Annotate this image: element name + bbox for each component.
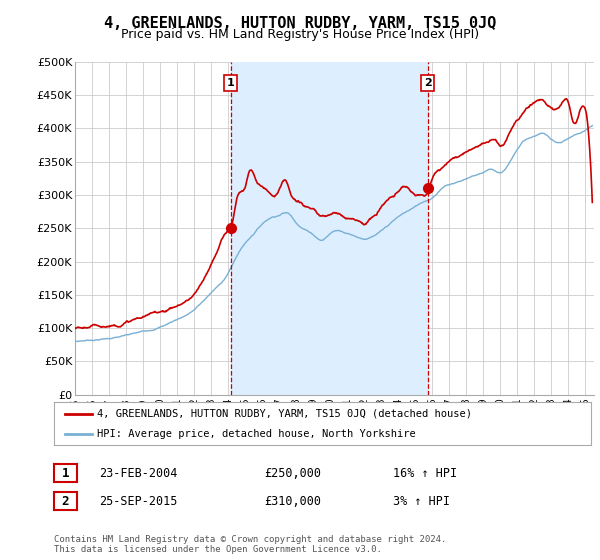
- Text: 23-FEB-2004: 23-FEB-2004: [99, 466, 178, 480]
- Bar: [230, 62, 428, 395]
- Text: 25-SEP-2015: 25-SEP-2015: [99, 494, 178, 508]
- Text: 1: 1: [227, 78, 235, 88]
- Text: Price paid vs. HM Land Registry's House Price Index (HPI): Price paid vs. HM Land Registry's House …: [121, 28, 479, 41]
- Text: 2: 2: [62, 494, 69, 508]
- Text: £310,000: £310,000: [264, 494, 321, 508]
- Text: Contains HM Land Registry data © Crown copyright and database right 2024.
This d: Contains HM Land Registry data © Crown c…: [54, 535, 446, 554]
- Text: 16% ↑ HPI: 16% ↑ HPI: [393, 466, 457, 480]
- Text: 4, GREENLANDS, HUTTON RUDBY, YARM, TS15 0JQ (detached house): 4, GREENLANDS, HUTTON RUDBY, YARM, TS15 …: [97, 409, 472, 419]
- Text: HPI: Average price, detached house, North Yorkshire: HPI: Average price, detached house, Nort…: [97, 428, 416, 438]
- Text: 4, GREENLANDS, HUTTON RUDBY, YARM, TS15 0JQ: 4, GREENLANDS, HUTTON RUDBY, YARM, TS15 …: [104, 16, 496, 31]
- Text: 3% ↑ HPI: 3% ↑ HPI: [393, 494, 450, 508]
- Text: 1: 1: [62, 466, 69, 480]
- Text: 2: 2: [424, 78, 431, 88]
- Text: £250,000: £250,000: [264, 466, 321, 480]
